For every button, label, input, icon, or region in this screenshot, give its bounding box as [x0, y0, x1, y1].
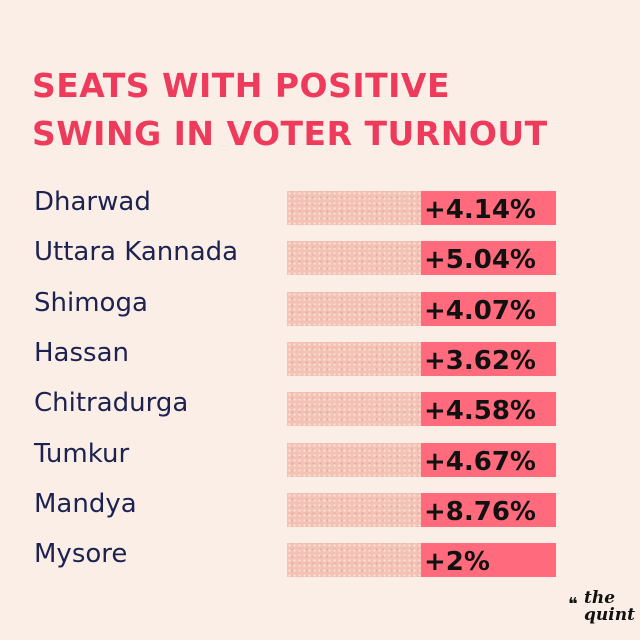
brand-line-1: the: [584, 588, 616, 608]
category-label: Mysore: [34, 539, 128, 569]
bar-value-highlight: [421, 241, 556, 275]
bar-value-highlight: [421, 443, 556, 477]
bar-value-highlight: [421, 191, 556, 225]
bar-value-highlight: [421, 342, 556, 376]
data-label: +4.07%: [424, 296, 536, 326]
bar-value-highlight: [421, 292, 556, 326]
data-label: +4.58%: [424, 396, 536, 426]
bar-value-highlight: [421, 493, 556, 527]
chart-title: SEATS WITH POSITIVE SWING IN VOTER TURNO…: [32, 62, 632, 158]
data-label: +4.67%: [424, 447, 536, 477]
category-label: Shimoga: [34, 288, 148, 318]
bar-value-highlight: [421, 392, 556, 426]
category-label: Chitradurga: [34, 388, 189, 418]
data-label: +3.62%: [424, 346, 536, 376]
category-label: Mandya: [34, 489, 137, 519]
data-label: +4.14%: [424, 195, 536, 225]
category-label: Tumkur: [34, 439, 130, 469]
category-label: Uttara Kannada: [34, 237, 239, 267]
title-line-1: SEATS WITH POSITIVE: [32, 66, 451, 105]
data-label: +8.76%: [424, 497, 536, 527]
brand-line-2: quint: [584, 605, 635, 625]
brand-wordmark: the quint: [584, 590, 635, 624]
brand-logo: ❝ the quint: [568, 590, 638, 634]
data-label: +5.04%: [424, 245, 536, 275]
bar-value-highlight: [421, 543, 556, 577]
category-label: Hassan: [34, 338, 129, 368]
category-label: Dharwad: [34, 187, 151, 217]
speech-bubble-icon: ❝: [568, 594, 578, 615]
data-label: +2%: [424, 547, 490, 577]
title-line-2: SWING IN VOTER TURNOUT: [32, 114, 548, 153]
